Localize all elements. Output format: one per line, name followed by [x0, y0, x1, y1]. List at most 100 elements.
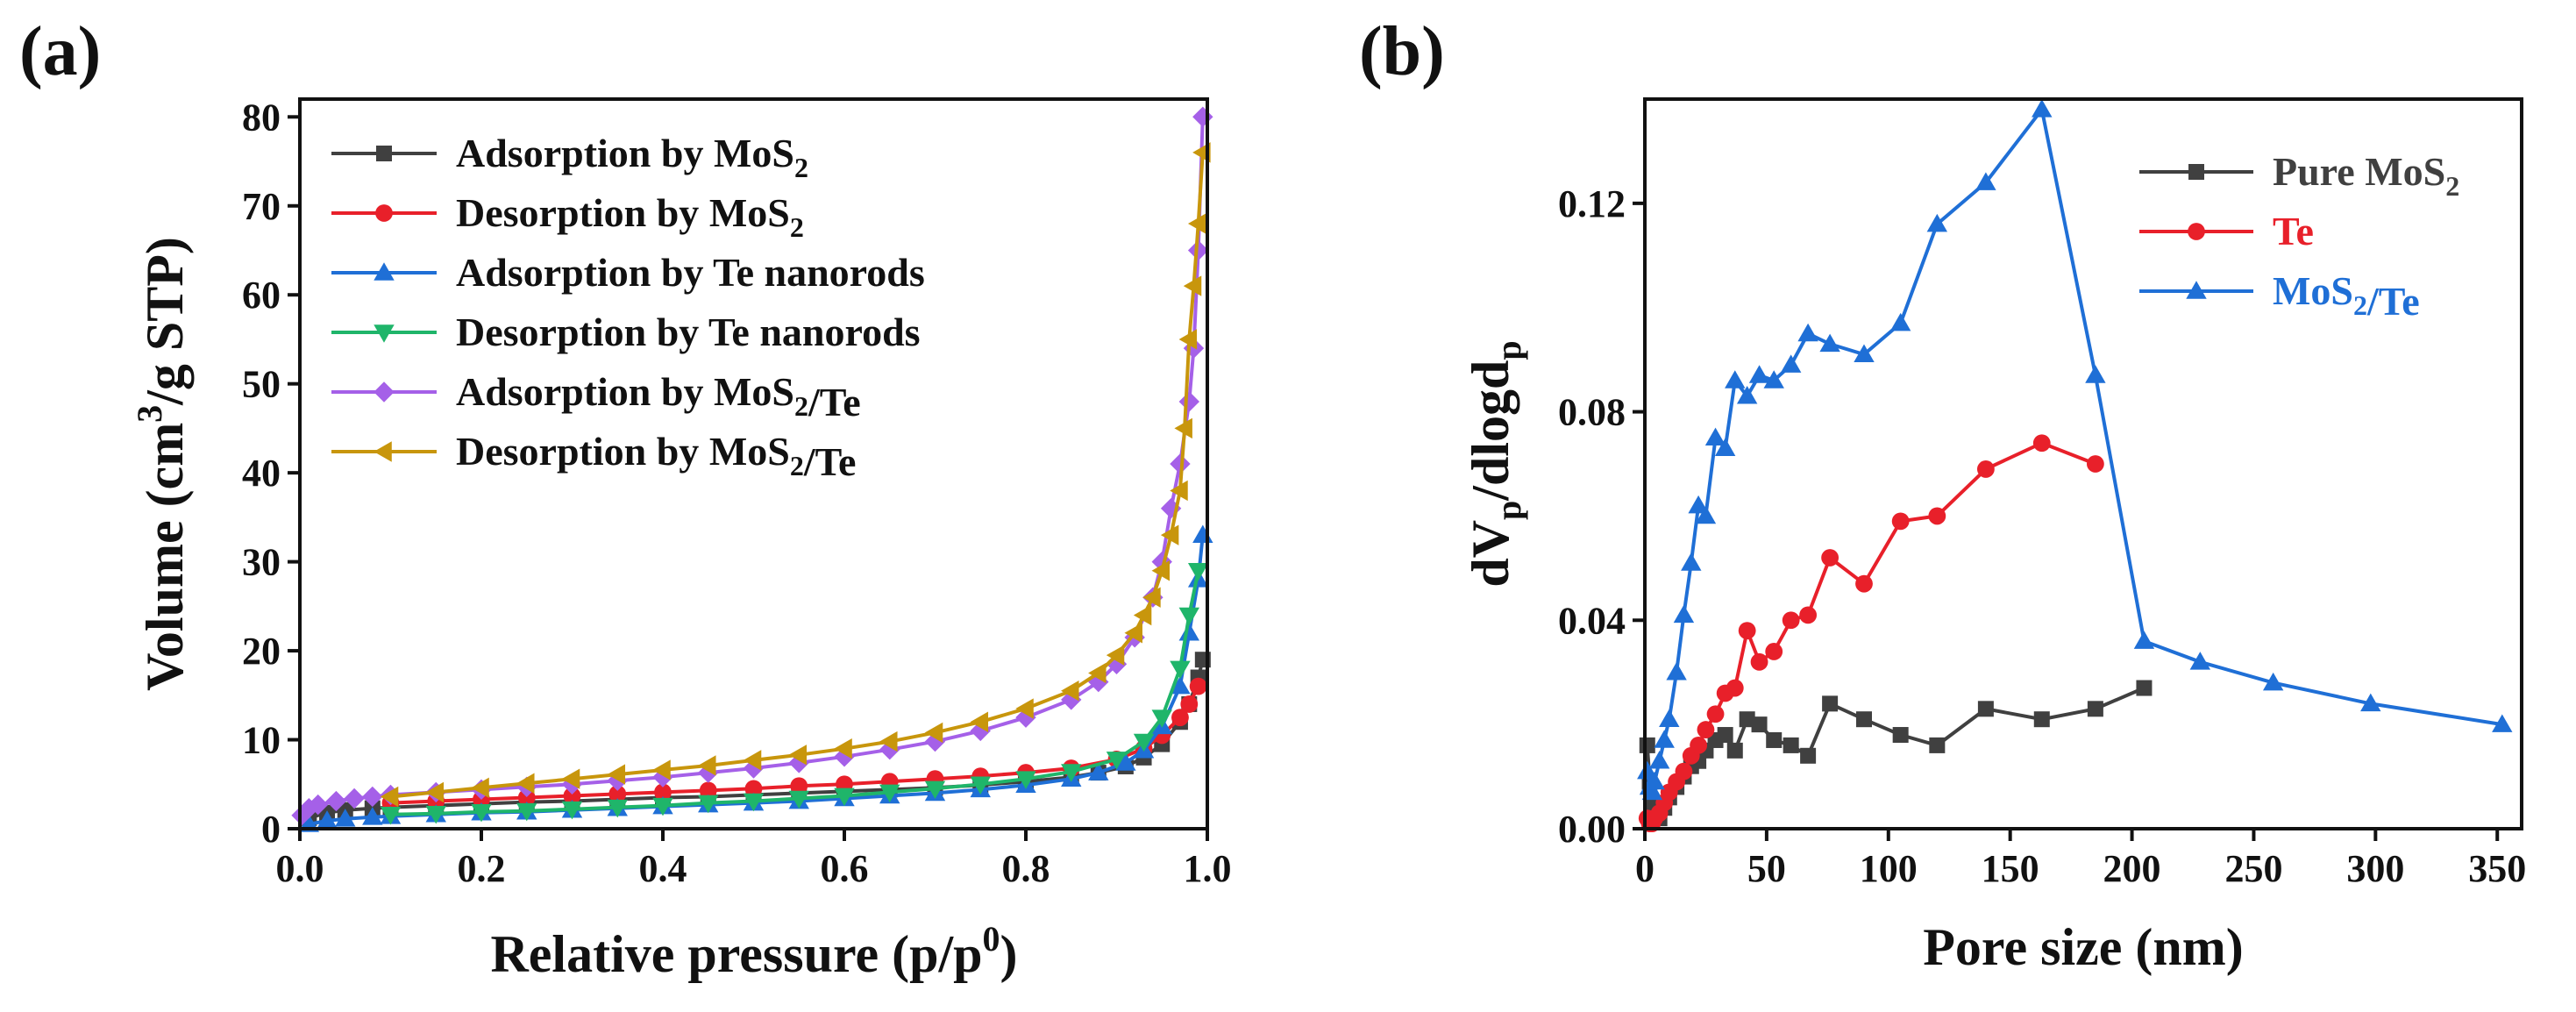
data-point-te: [1675, 762, 1693, 780]
data-point-mos2-te: [1659, 709, 1680, 727]
data-point-te: [2086, 455, 2104, 473]
legend-marker-adsorption-by-te-nanorods: [374, 262, 395, 281]
data-point-te: [1738, 622, 1756, 640]
data-point-pure-mos2: [1977, 701, 1994, 717]
data-point-desorption-by-mos2-te: [1015, 698, 1034, 719]
data-point-mos2-te: [2262, 672, 2284, 691]
data-point-mos2-te: [1644, 771, 1665, 790]
data-point-adsorption-by-mos2-te: [924, 730, 946, 752]
data-point-adsorption-by-mos2-te: [1187, 239, 1209, 261]
data-point-desorption-by-mos2: [563, 787, 581, 805]
data-point-desorption-by-te-nanorods: [698, 795, 719, 814]
data-point-desorption-by-te-nanorods: [1106, 752, 1128, 770]
data-point-adsorption-by-mos2-te: [291, 805, 312, 826]
x-tick-label: 0.8: [1002, 847, 1050, 890]
data-point-te: [1976, 460, 1995, 478]
panel-a: (a) 0.0 0.2 0.4 0.6 0.8 1.001020304050607080 …: [19, 13, 1232, 983]
legend-marker-desorption-by-mos2-te: [374, 441, 392, 462]
legend-item-desorption-by-mos2-te: Desorption by MoS2/Te: [331, 429, 856, 484]
x-tick-label: 0.4: [639, 847, 687, 890]
y-tick-label: 0.04: [1558, 599, 1626, 642]
data-point-pure-mos2: [1726, 742, 1743, 759]
data-point-desorption-by-te-nanorods: [834, 788, 855, 807]
data-point-pure-mos2: [1929, 737, 1946, 753]
legend-label-pure-mos2: Pure MoS2: [2273, 149, 2459, 202]
data-point-te: [2032, 434, 2051, 453]
x-tick-label: 0.2: [458, 847, 506, 890]
data-point-mos2-te: [2492, 714, 2513, 732]
data-point-mos2-te: [1854, 344, 1875, 362]
data-point-desorption-by-mos2-te: [1151, 560, 1171, 581]
data-point-desorption-by-mos2-te: [924, 722, 943, 744]
x-tick-label: 0.6: [821, 847, 869, 890]
series-line-pure-mos2: [1645, 686, 2145, 822]
data-point-desorption-by-te-nanorods: [970, 776, 991, 795]
legend-label-te: Te: [2273, 209, 2314, 253]
y-tick-label: 80: [242, 96, 281, 139]
legend-label-adsorption-by-mos2-te: Adsorption by MoS2/Te: [456, 369, 861, 424]
data-point-te: [1782, 611, 1800, 630]
data-point-mos2-te: [1704, 427, 1726, 446]
data-point-adsorption-by-mos2-te: [1015, 707, 1036, 728]
data-point-desorption-by-te-nanorods: [516, 802, 537, 822]
data-point-desorption-by-mos2-te: [698, 755, 716, 776]
data-point-desorption-by-mos2: [517, 788, 536, 807]
panel-b: (b) 0 50 100 150 200 250 300 350 0.00 0.04 0.08 0.1…: [1359, 13, 2526, 976]
data-point-desorption-by-mos2: [654, 783, 672, 802]
data-point-desorption-by-mos2: [1171, 709, 1189, 727]
legend-marker-desorption-by-mos2: [375, 204, 393, 222]
data-point-mos2-te: [1654, 730, 1675, 748]
data-point-adsorption-by-mos2-te: [1088, 671, 1109, 693]
data-point-desorption-by-mos2-te: [607, 764, 626, 785]
x-tick-label: 300: [2346, 847, 2404, 890]
panel-a-plot-frame: [298, 97, 1209, 830]
y-tick-label: 30: [242, 541, 281, 584]
data-point-desorption-by-mos2-te: [970, 711, 989, 732]
data-point-desorption-by-mos2-te: [1187, 213, 1206, 234]
data-point-mos2-te: [1725, 370, 1746, 388]
data-point-mos2-te: [1695, 505, 1717, 524]
data-point-desorption-by-mos2: [790, 777, 808, 795]
legend-item-mos2-te: MoS2/Te: [2139, 268, 2420, 324]
legend-item-pure-mos2: Pure MoS2: [2139, 149, 2459, 202]
data-point-desorption-by-mos2-te: [561, 768, 580, 789]
data-point-adsorption-by-mos2-te: [879, 738, 900, 760]
panel-a-ticks: 0.0 0.2 0.4 0.6 0.8 1.0 0 10 20 30 40 50 60 70 80: [242, 96, 1232, 890]
data-point-desorption-by-te-nanorods: [380, 806, 402, 825]
legend-label-desorption-by-mos2: Desorption by MoS2: [456, 190, 804, 243]
data-point-mos2-te: [2189, 652, 2211, 670]
data-point-mos2-te: [1637, 760, 1658, 780]
legend-label-desorption-by-mos2-te: Desorption by MoS2/Te: [456, 429, 856, 484]
data-point-desorption-by-mos2: [699, 781, 717, 800]
series-markers-desorption-by-te-nanorods: [380, 562, 1209, 825]
legend-item-adsorption-by-mos2: Adsorption by MoS2: [331, 131, 808, 183]
data-point-desorption-by-te-nanorods: [561, 801, 583, 820]
y-tick-label: 50: [242, 363, 281, 406]
x-tick-label: 250: [2224, 847, 2282, 890]
series-markers-te: [1638, 434, 2104, 832]
data-point-desorption-by-mos2-te: [471, 777, 489, 799]
data-point-desorption-by-mos2: [608, 785, 627, 803]
x-tick-label: 350: [2468, 847, 2526, 890]
legend-item-te: Te: [2139, 209, 2314, 253]
series-markers-pure-mos2: [1639, 680, 2153, 827]
data-point-desorption-by-te-nanorods: [471, 803, 492, 823]
y-tick-label: 0: [261, 808, 281, 851]
data-point-pure-mos2: [2087, 701, 2103, 717]
data-point-mos2-te: [1666, 662, 1687, 681]
y-tick-label: 10: [242, 719, 281, 762]
x-tick-label: 0: [1635, 847, 1654, 890]
data-point-pure-mos2: [1892, 727, 1909, 744]
data-point-pure-mos2: [1783, 737, 1799, 753]
legend-label-desorption-by-te-nanorods: Desorption by Te nanorods: [456, 310, 921, 354]
data-point-desorption-by-mos2-te: [516, 773, 535, 794]
data-point-desorption-by-te-nanorods: [924, 780, 946, 800]
panel-a-x-axis-title: Relative pressure (p/p0): [490, 919, 1017, 983]
data-point-mos2-te: [1819, 333, 1840, 353]
data-point-desorption-by-mos2-te: [788, 745, 808, 766]
data-point-mos2-te: [1736, 386, 1758, 404]
data-point-desorption-by-mos2-te: [425, 781, 445, 803]
data-point-desorption-by-mos2-te: [1183, 275, 1202, 296]
x-tick-label: 50: [1747, 847, 1786, 890]
